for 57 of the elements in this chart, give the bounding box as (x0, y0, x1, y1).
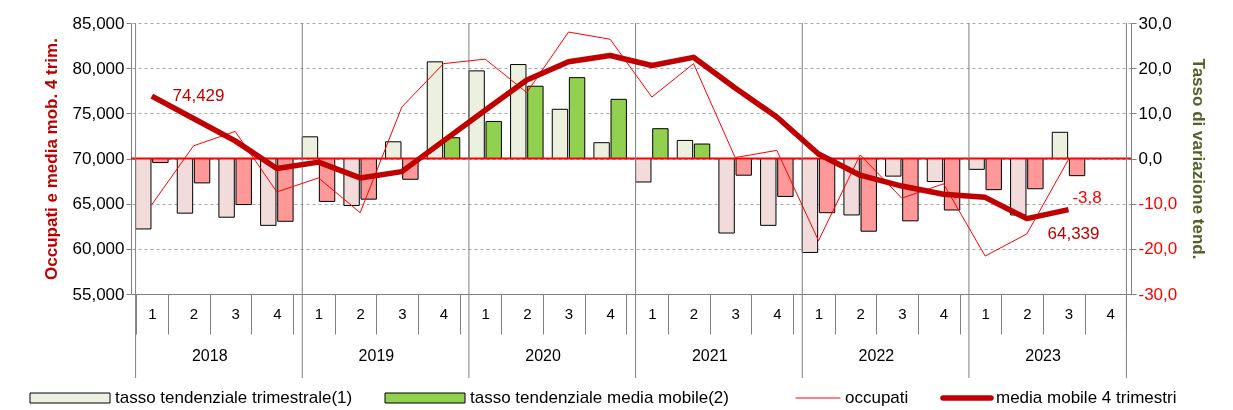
x-tick-label: 4 (773, 304, 782, 322)
bar (385, 141, 402, 159)
x-tick-label: 3 (731, 304, 740, 322)
y2-tick-label: 0,0 (1138, 149, 1163, 168)
x-tick-label: 3 (398, 304, 407, 322)
y2-tick-label: 20,0 (1138, 58, 1172, 78)
x-tick-label: 3 (898, 304, 907, 322)
x-tick-label: 4 (939, 304, 949, 322)
x-tick-label: 2 (356, 304, 365, 322)
y-tick-label: 70,000 (72, 149, 125, 168)
data-label: 74,429 (172, 86, 225, 106)
x-tick-label: 4 (439, 304, 449, 322)
x-tick-label: 4 (1106, 304, 1115, 322)
x-tick-label: 2 (189, 304, 199, 322)
bar (1051, 131, 1069, 159)
y2-axis-title: Tasso di variazione tend. (1189, 58, 1209, 260)
y-axis-title: Occupati e media mob. 4 trim. (41, 38, 61, 280)
y2-tick-label: -20,0 (1138, 239, 1178, 259)
x-tick-label: 3 (1064, 304, 1074, 322)
text: 2020 (525, 347, 561, 364)
x-tick-label: 2 (689, 304, 699, 322)
x-tick-label: 3 (564, 304, 574, 322)
text: 2019 (358, 347, 395, 364)
text: 2022 (858, 347, 895, 364)
x-tick-label: 3 (231, 304, 240, 322)
y-tick-label: 65,000 (72, 194, 125, 214)
y-tick-label: 55,000 (72, 284, 125, 304)
legend-label: tasso tendenziale media mobile(2) (470, 388, 729, 407)
x-tick-label: 1 (481, 304, 490, 322)
x-tick-label: 1 (314, 304, 324, 322)
y2-tick-label: 30,0 (1138, 13, 1172, 33)
legend-label: media mobile 4 trimestri (996, 388, 1177, 407)
text: 2018 (191, 347, 228, 364)
bar (652, 128, 669, 159)
text: 2023 (1025, 347, 1061, 364)
y-tick-label: 85,000 (72, 13, 125, 33)
y2-tick-label: 10,0 (1138, 103, 1172, 123)
x-tick-label: 1 (814, 304, 824, 322)
y2-tick-label: -30,0 (1138, 284, 1178, 304)
y2-tick-label: -10,0 (1138, 194, 1178, 214)
x-tick-label: 4 (273, 304, 282, 322)
y-tick-label: 80,000 (72, 58, 125, 78)
text: 2021 (691, 347, 728, 364)
x-tick-label: 1 (981, 304, 990, 322)
legend-label: occupati (845, 388, 909, 407)
y-tick-label: 60,000 (72, 239, 125, 259)
x-tick-label: 1 (648, 304, 657, 322)
data-label: 64,339 (1047, 223, 1100, 243)
x-tick-label: 2 (523, 304, 532, 322)
x-tick-label: 4 (606, 304, 615, 322)
bar (635, 158, 652, 183)
x-tick-label: 1 (148, 304, 157, 322)
y-tick-label: 75,000 (72, 103, 125, 123)
data-label: -3,8 (1072, 187, 1102, 207)
legend-label: tasso tendenziale trimestrale(1) (115, 388, 353, 407)
x-tick-label: 2 (1023, 304, 1032, 322)
x-tick-label: 2 (856, 304, 865, 322)
